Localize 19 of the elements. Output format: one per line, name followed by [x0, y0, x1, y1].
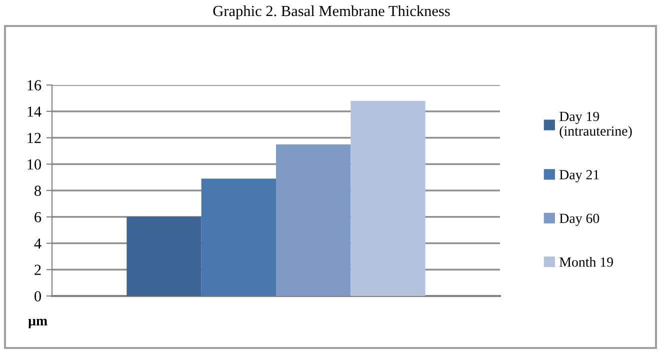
legend-label: Month 19 [560, 256, 613, 267]
y-tick-label: 0 [34, 291, 41, 302]
bar [350, 100, 426, 296]
legend-label: Day 21 [560, 170, 599, 182]
y-tick-label: 4 [34, 238, 42, 249]
y-tick-label: 2 [34, 264, 41, 275]
legend-label: Day 60 [560, 214, 600, 226]
y-tick-label: 16 [28, 80, 42, 90]
y-tick-label: 6 [34, 212, 42, 222]
bar [126, 216, 202, 296]
y-tick-label: 10 [28, 159, 41, 170]
y-tick-label: 8 [34, 186, 41, 196]
y-tick-label: 12 [28, 132, 41, 144]
legend-label: Day 19 (intrauterine) [560, 112, 632, 139]
y-axis-title: µm [28, 318, 48, 328]
chart-title: Graphic 2. Basal Membrane Thickness [213, 5, 450, 20]
bar [201, 178, 276, 296]
y-tick-label: 14 [28, 106, 42, 117]
bar [276, 144, 351, 296]
